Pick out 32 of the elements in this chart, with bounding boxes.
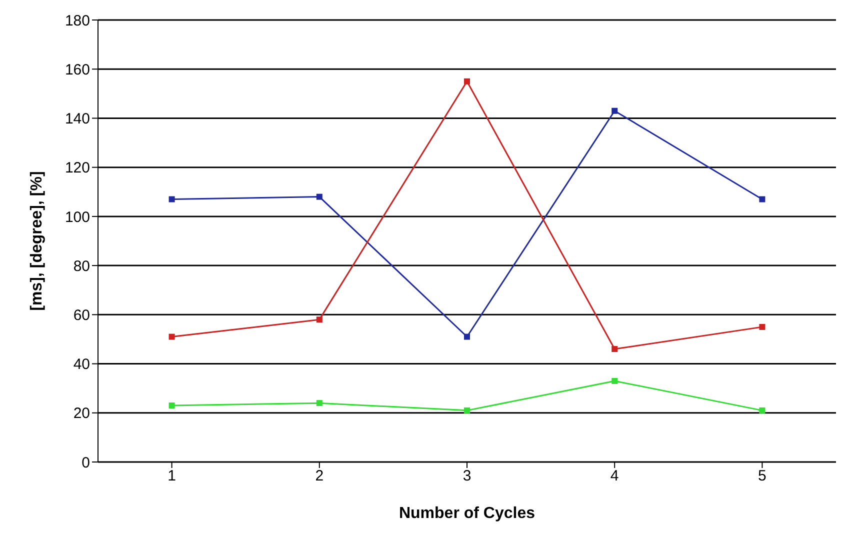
point	[759, 196, 766, 202]
point	[316, 316, 322, 323]
point	[464, 78, 470, 84]
point	[316, 400, 322, 406]
point	[168, 196, 175, 202]
point	[464, 334, 470, 340]
x-tick-label: 1	[168, 468, 176, 485]
point	[168, 402, 175, 409]
y-tick-label: 60	[73, 306, 90, 324]
x-axis-title: Number of Cycles	[398, 505, 536, 522]
x-tick-label: 4	[610, 468, 619, 485]
y-tick-label: 80	[73, 258, 90, 275]
y-tick-label: 100	[64, 208, 90, 226]
point	[464, 407, 470, 414]
y-tick-label: 40	[73, 356, 90, 374]
point	[168, 334, 175, 340]
point	[316, 194, 322, 200]
y-axis-title: [ms], [degree], [%]	[28, 171, 46, 311]
x-tick-label: 5	[758, 468, 766, 485]
x-tick-label: 2	[315, 468, 324, 485]
point	[612, 346, 618, 352]
y-tick-label: 0	[82, 454, 90, 472]
point	[759, 407, 766, 414]
y-tick-label: 120	[64, 160, 90, 177]
y-tick-label: 20	[73, 405, 90, 422]
y-tick-label: 140	[64, 110, 90, 128]
point	[612, 378, 618, 384]
y-tick-label: 160	[64, 61, 90, 78]
point	[612, 108, 618, 114]
point	[759, 324, 766, 330]
x-tick-label: 3	[462, 468, 472, 485]
y-tick-label: 180	[64, 12, 90, 30]
